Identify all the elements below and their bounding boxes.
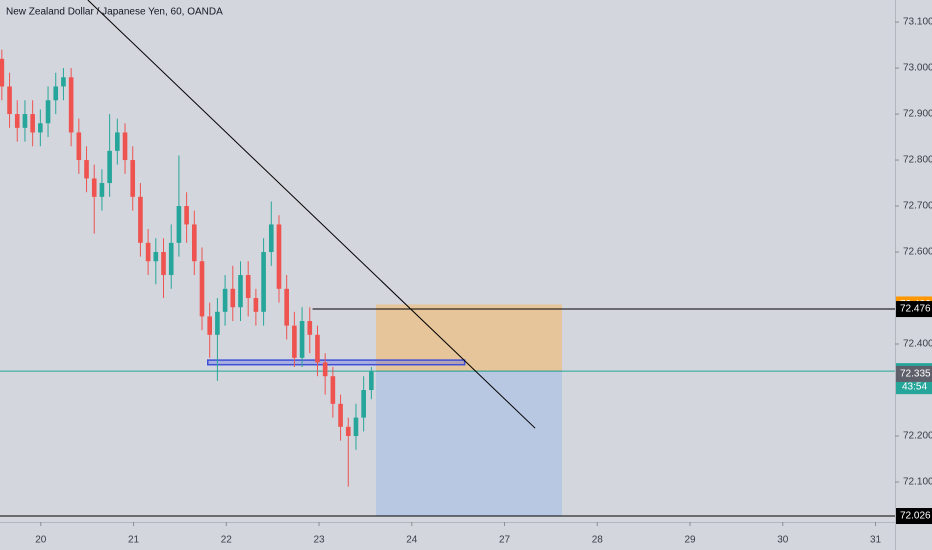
y-tick-label: 72.100 <box>903 477 932 488</box>
candle-body <box>330 376 336 404</box>
y-tick-label: 72.900 <box>903 109 932 120</box>
candle-body <box>307 321 313 335</box>
candle-body <box>153 252 159 262</box>
candle-body <box>253 298 259 312</box>
candle-body <box>7 86 12 115</box>
target-zone <box>375 371 563 517</box>
y-tick-label: 73.000 <box>903 63 932 74</box>
price-tag-label: 72.476 <box>900 304 931 315</box>
candle-body <box>353 417 359 436</box>
candle-body <box>345 426 351 436</box>
candle-body <box>322 362 328 377</box>
candle-body <box>222 288 228 312</box>
countdown-label: 43:54 <box>902 381 927 392</box>
candle-body <box>261 252 266 312</box>
y-tick-label: 72.400 <box>903 339 932 350</box>
price-tag <box>896 508 932 525</box>
x-tick-label: 22 <box>221 535 233 546</box>
x-tick-label: 28 <box>592 535 604 546</box>
x-tick-label: 30 <box>777 535 789 546</box>
y-tick-label: 72.600 <box>903 247 932 258</box>
candle-body <box>38 123 43 133</box>
candle-body <box>338 403 343 427</box>
price-tag-label: 72.026 <box>900 511 931 522</box>
candle-body <box>191 224 197 262</box>
candle-body <box>76 132 82 161</box>
candle-body <box>168 242 174 276</box>
candle-body <box>61 77 66 87</box>
candle-body <box>99 183 105 197</box>
candle-body <box>199 261 205 317</box>
candle-body <box>245 275 251 299</box>
countdown-tag <box>896 379 932 395</box>
support-zone <box>207 359 466 366</box>
candle-body <box>0 58 5 87</box>
x-tick-label: 27 <box>499 535 511 546</box>
x-tick-label: 24 <box>406 535 418 546</box>
price-tag <box>896 301 932 318</box>
price-tag <box>896 365 932 382</box>
candle-body <box>176 206 182 243</box>
candle-body <box>215 311 220 335</box>
x-tick-label: 29 <box>684 535 696 546</box>
candle-body <box>369 371 374 391</box>
candle-body <box>138 196 143 243</box>
trend-line <box>87 0 536 429</box>
y-tick-label: 72.800 <box>903 155 932 166</box>
x-tick-label: 21 <box>128 535 140 546</box>
candle-body <box>91 178 97 197</box>
candle-body <box>276 224 282 289</box>
candle-body <box>22 114 28 128</box>
price-tag-label: 72.335 <box>900 369 931 380</box>
candle-body <box>238 275 243 308</box>
candle-body <box>30 114 35 133</box>
candle-body <box>45 100 51 124</box>
candle-body <box>161 252 166 276</box>
candle-body <box>299 321 305 358</box>
candle-body <box>107 150 112 184</box>
candle-body <box>184 206 189 225</box>
y-tick-label: 72.700 <box>903 201 932 212</box>
candle-body <box>268 224 274 253</box>
candle-body <box>130 160 136 197</box>
candle-body <box>284 288 289 326</box>
candle-body <box>115 132 120 151</box>
candle-body <box>315 334 320 363</box>
y-tick-label: 72.200 <box>903 431 932 442</box>
x-tick-label: 31 <box>870 535 882 546</box>
y-tick-label: 73.100 <box>903 17 932 28</box>
candle-body <box>122 132 128 161</box>
candle-body <box>84 160 89 179</box>
x-tick-label: 23 <box>313 535 325 546</box>
candle-body <box>230 288 236 308</box>
candle-body <box>68 77 74 133</box>
candle-body <box>14 114 20 128</box>
chart-title: New Zealand Dollar / Japanese Yen, 60, O… <box>6 7 223 18</box>
candle-body <box>361 390 366 418</box>
candle-body <box>207 316 213 335</box>
candle-body <box>145 242 151 262</box>
x-tick-label: 20 <box>35 535 47 546</box>
candle-body <box>53 86 59 101</box>
candle-body <box>292 325 297 358</box>
